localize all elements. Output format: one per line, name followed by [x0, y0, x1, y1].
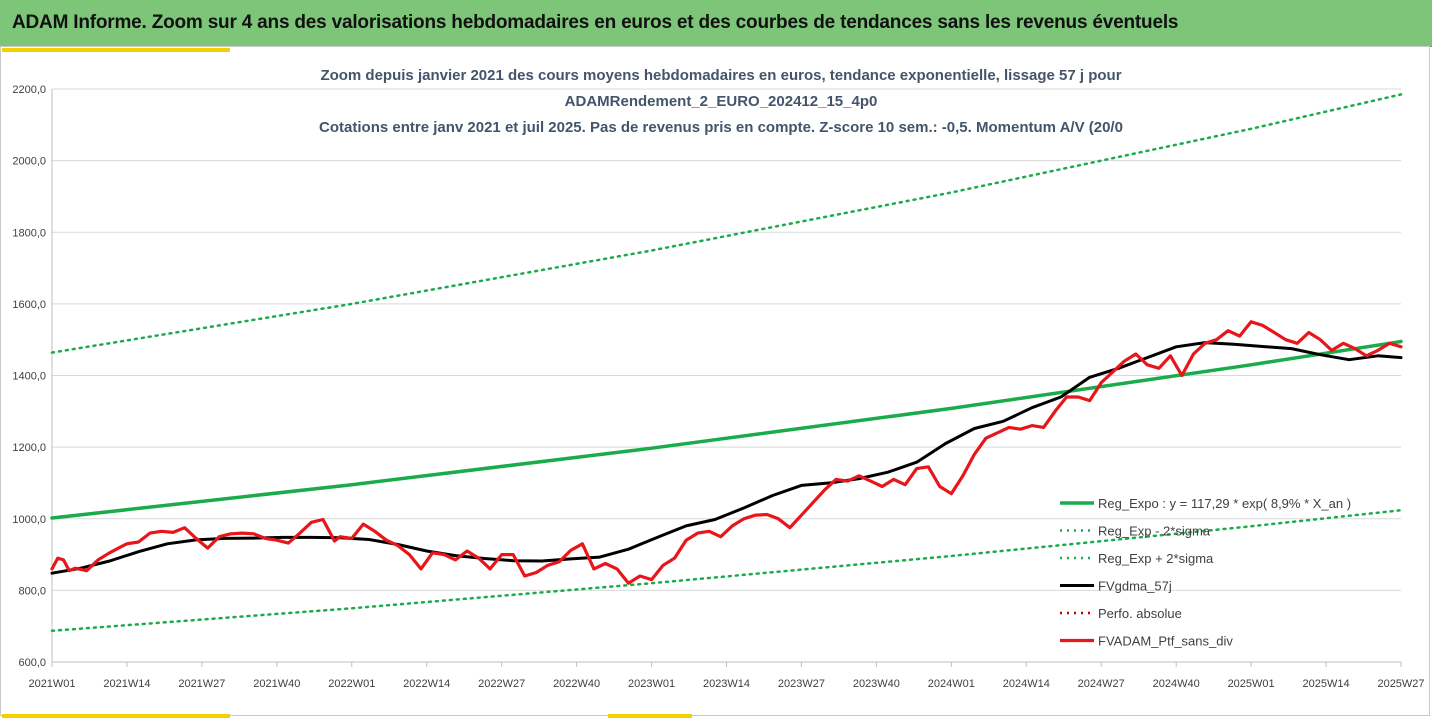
- x-tick-label: 2022W40: [553, 678, 600, 690]
- chart-title-line-1: Zoom depuis janvier 2021 des cours moyen…: [320, 67, 1121, 84]
- banner-title: ADAM Informe. Zoom sur 4 ans des valoris…: [12, 12, 1179, 33]
- series-reg-expo-y-117-29-exp-8-9-x-an-line: [50, 339, 1403, 520]
- y-tick-label: 1400,0: [12, 371, 46, 383]
- x-tick-label: 2021W14: [103, 678, 150, 690]
- legend-label: FVADAM_Ptf_sans_div: [1098, 634, 1233, 649]
- series-fvadam-ptf-sans-div-line: [50, 320, 1403, 585]
- accent-bar-top-left: [2, 48, 230, 52]
- y-tick-label: 2200,0: [12, 84, 46, 96]
- accent-bar-bottom-mid: [608, 714, 692, 718]
- y-tick-label: 1600,0: [12, 299, 46, 311]
- x-tick-label: 2023W14: [703, 678, 750, 690]
- x-tick-label: 2023W27: [778, 678, 825, 690]
- x-tick-label: 2023W01: [628, 678, 675, 690]
- chart-title-line-3: Cotations entre janv 2021 et juil 2025. …: [319, 119, 1123, 136]
- y-tick-label: 800,0: [18, 585, 46, 597]
- y-tick-label: 1000,0: [12, 514, 46, 526]
- legend-label: Reg_Expo : y = 117,29 * exp( 8,9% * X_an…: [1098, 496, 1351, 511]
- series-reg-exp-2-sigma-line: [50, 508, 1403, 633]
- x-tick-label: 2022W14: [403, 678, 450, 690]
- chart-title-line-2: ADAMRendement_2_EURO_202412_15_4p0: [565, 93, 878, 110]
- x-tick-label: 2024W40: [1153, 678, 1200, 690]
- x-tick-label: 2023W40: [853, 678, 900, 690]
- x-tick-label: 2021W27: [178, 678, 225, 690]
- accent-bar-bottom-left: [2, 714, 230, 718]
- x-tick-label: 2025W14: [1303, 678, 1350, 690]
- x-tick-label: 2021W01: [28, 678, 75, 690]
- y-tick-label: 1800,0: [12, 227, 46, 239]
- y-tick-label: 1200,0: [12, 442, 46, 454]
- legend-label: Perfo. absolue: [1098, 606, 1182, 621]
- legend-label: Reg_Exp + 2*sigma: [1098, 551, 1214, 566]
- x-tick-label: 2025W27: [1377, 678, 1424, 690]
- x-tick-label: 2025W01: [1228, 678, 1275, 690]
- x-tick-label: 2021W40: [253, 678, 300, 690]
- legend-label: FVgdma_57j: [1098, 579, 1172, 594]
- x-tick-label: 2022W27: [478, 678, 525, 690]
- x-tick-label: 2024W27: [1078, 678, 1125, 690]
- x-tick-label: 2024W14: [1003, 678, 1050, 690]
- legend-label: Reg_Exp - 2*sigma: [1098, 524, 1211, 539]
- title-banner: ADAM Informe. Zoom sur 4 ans des valoris…: [0, 0, 1432, 47]
- y-tick-label: 2000,0: [12, 156, 46, 168]
- x-tick-label: 2024W01: [928, 678, 975, 690]
- series-reg-exp-2-sigma-line: [50, 93, 1403, 354]
- y-tick-label: 600,0: [18, 657, 46, 669]
- series-fvgdma-57j-line: [50, 341, 1403, 575]
- chart-frame: [0, 46, 1430, 716]
- x-tick-label: 2022W01: [328, 678, 375, 690]
